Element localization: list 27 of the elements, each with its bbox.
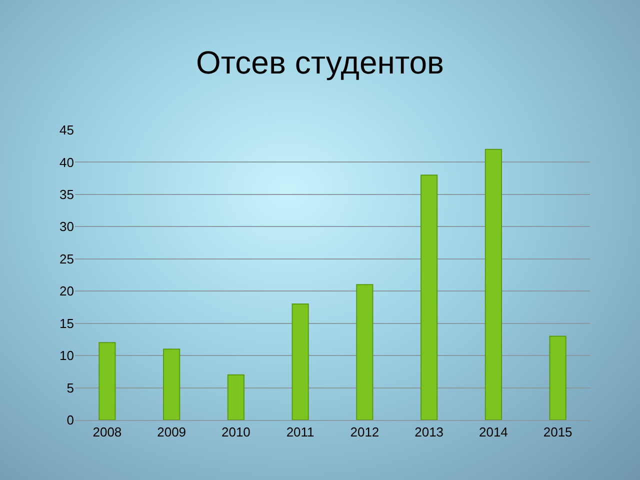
x-tick-label: 2008 (92, 424, 122, 440)
bar (484, 148, 502, 420)
bar (356, 284, 374, 420)
y-tick-label: 45 (60, 122, 74, 138)
y-tick-label: 5 (66, 380, 74, 396)
x-tick-label: 2010 (221, 424, 250, 440)
x-tick-label: 2011 (286, 424, 314, 440)
y-tick-label: 15 (60, 316, 74, 331)
y-tick-label: 10 (60, 348, 74, 364)
y-tick-label: 0 (66, 412, 74, 428)
x-tick-label: 2013 (414, 424, 444, 440)
bar (227, 374, 244, 420)
y-tick-label: 25 (60, 251, 74, 266)
x-tick-label: 2012 (350, 424, 380, 440)
y-tick-label: 40 (60, 154, 74, 170)
bar (98, 342, 116, 420)
x-tick-label: 2009 (157, 424, 186, 440)
y-tick-label: 30 (60, 219, 74, 234)
bar (163, 348, 180, 420)
y-tick-label: 35 (60, 186, 74, 202)
bar (292, 304, 309, 420)
y-tick-label: 20 (60, 284, 74, 299)
bar (549, 336, 566, 420)
x-tick-label: 2014 (478, 424, 508, 440)
bar (420, 174, 438, 420)
x-tick-label: 2015 (543, 424, 572, 440)
chart-title: Отсев студентов (196, 44, 444, 81)
